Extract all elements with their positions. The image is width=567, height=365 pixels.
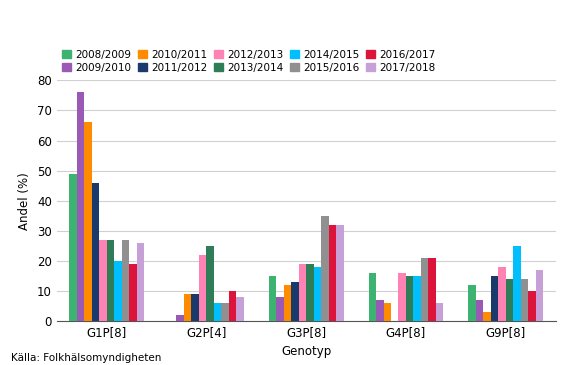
Bar (229, 291, 236, 321)
Bar (421, 258, 429, 321)
Bar (498, 267, 506, 321)
Bar (107, 240, 114, 321)
Bar (506, 279, 513, 321)
Bar (306, 264, 314, 321)
Text: Källa: Folkhälsomyndigheten: Källa: Folkhälsomyndigheten (11, 353, 162, 363)
Bar (321, 216, 329, 321)
Bar (483, 312, 491, 321)
Bar (129, 264, 137, 321)
Bar (114, 261, 121, 321)
Bar (137, 243, 144, 321)
Bar (121, 240, 129, 321)
Bar (491, 276, 498, 321)
Bar (314, 267, 321, 321)
Bar (528, 291, 536, 321)
Bar (369, 273, 376, 321)
Bar (476, 300, 483, 321)
Bar (214, 303, 221, 321)
Bar (329, 225, 336, 321)
Bar (376, 300, 383, 321)
Bar (336, 225, 344, 321)
Bar (236, 297, 244, 321)
Bar (84, 122, 92, 321)
Bar (536, 270, 543, 321)
Bar (192, 294, 199, 321)
Bar (221, 303, 229, 321)
Bar (429, 258, 436, 321)
Bar (513, 246, 521, 321)
Bar (99, 240, 107, 321)
Bar (284, 285, 291, 321)
Bar (413, 276, 421, 321)
Y-axis label: Andel (%): Andel (%) (18, 172, 31, 230)
Bar (199, 255, 206, 321)
Bar (383, 303, 391, 321)
X-axis label: Genotyp: Genotyp (281, 345, 331, 358)
Bar (92, 182, 99, 321)
Bar (269, 276, 276, 321)
Bar (77, 92, 84, 321)
Bar (291, 282, 299, 321)
Bar (184, 294, 192, 321)
Bar (69, 174, 77, 321)
Bar (299, 264, 306, 321)
Bar (206, 246, 214, 321)
Bar (521, 279, 528, 321)
Legend: 2008/2009, 2009/2010, 2010/2011, 2011/2012, 2012/2013, 2013/2014, 2014/2015, 201: 2008/2009, 2009/2010, 2010/2011, 2011/20… (62, 50, 435, 73)
Bar (176, 315, 184, 321)
Bar (399, 273, 406, 321)
Bar (468, 285, 476, 321)
Bar (406, 276, 413, 321)
Bar (436, 303, 443, 321)
Bar (276, 297, 284, 321)
